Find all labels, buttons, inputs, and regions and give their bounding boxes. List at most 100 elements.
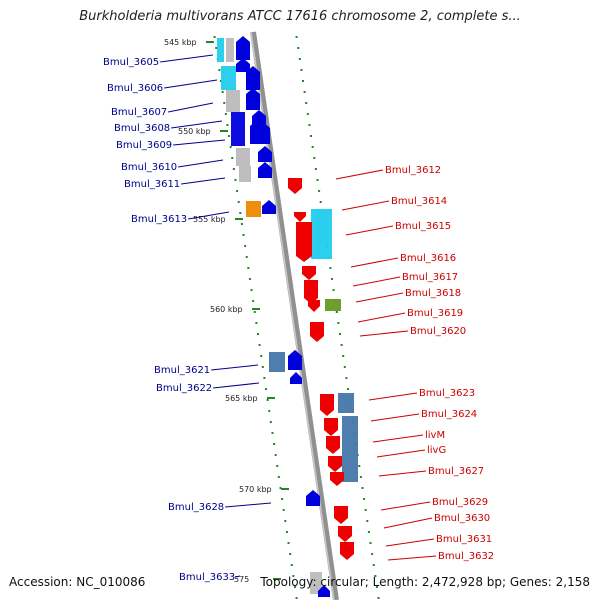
- reverse-gene-arrow[interactable]: [320, 394, 334, 416]
- left-gene-label[interactable]: Bmul_3605: [103, 57, 159, 68]
- right-gene-label[interactable]: livG: [427, 445, 446, 456]
- tick-marks: 545 kbp 550 kbp 555 kbp 560 kbp 565 kbp 570 k…: [164, 38, 289, 584]
- feature-block[interactable]: [269, 352, 285, 372]
- leader-line: [357, 312, 406, 323]
- leader-line: [370, 413, 420, 422]
- right-gene-label[interactable]: Bmul_3629: [432, 497, 488, 508]
- leader-line: [368, 392, 418, 401]
- forward-gene-arrow[interactable]: [290, 372, 302, 384]
- reverse-gene-arrow[interactable]: [326, 436, 340, 454]
- forward-gene-arrow[interactable]: [256, 122, 270, 144]
- forward-gene-arrow[interactable]: [252, 110, 266, 124]
- right-gene-label[interactable]: livM: [425, 430, 445, 441]
- feature-block[interactable]: [342, 416, 358, 482]
- right-gene-label[interactable]: Bmul_3631: [436, 534, 492, 545]
- reverse-gene-arrow[interactable]: [302, 266, 316, 280]
- reverse-gene-arrow[interactable]: [296, 222, 312, 262]
- left-gene-label[interactable]: Bmul_3622: [156, 383, 212, 394]
- right-gene-label[interactable]: Bmul_3624: [421, 409, 477, 420]
- reverse-gene-arrow[interactable]: [334, 506, 348, 524]
- reverse-gene-arrow[interactable]: [308, 300, 320, 312]
- reverse-gene-arrow[interactable]: [324, 418, 338, 436]
- right-gene-label[interactable]: Bmul_3627: [428, 466, 484, 477]
- forward-gene-arrow[interactable]: [258, 146, 272, 162]
- feature-block[interactable]: [221, 66, 236, 90]
- leader-line: [387, 555, 437, 561]
- forward-gene-arrow[interactable]: [236, 58, 250, 72]
- forward-gene-arrow[interactable]: [288, 350, 302, 370]
- feature-block[interactable]: [338, 393, 354, 413]
- right-gene-label[interactable]: Bmul_3616: [400, 253, 456, 264]
- feature-block[interactable]: [310, 572, 322, 594]
- tick-label: 575: [234, 575, 249, 584]
- left-gene-label[interactable]: Bmul_3621: [154, 365, 210, 376]
- feature-block[interactable]: [226, 90, 240, 112]
- reverse-gene-arrow[interactable]: [340, 542, 354, 560]
- feature-block[interactable]: [311, 209, 319, 259]
- right-gene-label[interactable]: Bmul_3618: [405, 288, 461, 299]
- tick-label: 565 kbp: [225, 394, 258, 403]
- right-gene-label[interactable]: Bmul_3630: [434, 513, 490, 524]
- right-gene-label[interactable]: Bmul_3617: [402, 272, 458, 283]
- feature-block[interactable]: [239, 166, 251, 182]
- left-gene-label[interactable]: Bmul_3628: [168, 502, 224, 513]
- leader-line: [345, 225, 394, 236]
- reverse-gene-arrow[interactable]: [304, 280, 318, 304]
- right-gene-label[interactable]: Bmul_3620: [410, 326, 466, 337]
- right-gene-label[interactable]: Bmul_3615: [395, 221, 451, 232]
- leader-line: [385, 538, 435, 547]
- leader-line: [171, 120, 223, 129]
- forward-gene-arrow[interactable]: [318, 585, 330, 597]
- reverse-gene-arrow[interactable]: [338, 526, 352, 542]
- right-gene-label[interactable]: Bmul_3619: [407, 308, 463, 319]
- forward-gene-arrow[interactable]: [262, 200, 276, 214]
- leader-line: [335, 169, 384, 180]
- left-gene-label[interactable]: Bmul_3606: [107, 83, 163, 94]
- leader-line: [178, 159, 224, 168]
- reverse-gene-arrow[interactable]: [330, 472, 344, 486]
- right-gene-label[interactable]: Bmul_3632: [438, 551, 494, 562]
- forward-gene-arrow[interactable]: [258, 162, 272, 178]
- feature-block[interactable]: [231, 112, 245, 146]
- right-gene-label[interactable]: Bmul_3614: [391, 196, 447, 207]
- left-gene-label[interactable]: Bmul_3611: [124, 179, 180, 190]
- reverse-gene-arrow[interactable]: [328, 456, 342, 472]
- feature-block[interactable]: [217, 38, 224, 62]
- gene-labels: Bmul_3605 Bmul_3606 Bmul_3607 Bmul_3608 Bmul…: [103, 54, 494, 583]
- left-gene-label[interactable]: Bmul_3610: [121, 162, 177, 173]
- forward-gene-arrow[interactable]: [246, 66, 260, 90]
- reverse-gene-arrow[interactable]: [310, 322, 324, 342]
- reverse-gene-arrow[interactable]: [288, 178, 302, 194]
- leader-line: [359, 330, 409, 337]
- leader-line: [211, 364, 259, 371]
- tick-label: 555 kbp: [193, 215, 226, 224]
- feature-block[interactable]: [325, 299, 341, 311]
- left-gene-label[interactable]: Bmul_3613: [131, 214, 187, 225]
- leader-line: [236, 575, 241, 578]
- accession-text: Accession: NC_010086: [9, 575, 146, 589]
- leader-line: [341, 200, 390, 211]
- leader-line: [378, 470, 427, 477]
- leader-line: [352, 276, 401, 287]
- forward-gene-arrow[interactable]: [236, 36, 250, 60]
- leader-line: [380, 501, 431, 511]
- feature-block[interactable]: [246, 201, 261, 217]
- tick-label: 560 kbp: [210, 305, 243, 314]
- features: [217, 38, 358, 594]
- left-gene-label[interactable]: Bmul_3609: [116, 140, 172, 151]
- reverse-gene-arrow[interactable]: [294, 212, 306, 222]
- left-gene-label[interactable]: Bmul_3608: [114, 123, 170, 134]
- left-gene-label[interactable]: Bmul_3633: [179, 572, 235, 583]
- right-gene-label[interactable]: Bmul_3623: [419, 388, 475, 399]
- left-gene-label[interactable]: Bmul_3607: [111, 107, 167, 118]
- feature-block[interactable]: [236, 148, 250, 166]
- tick-label: 545 kbp: [164, 38, 197, 47]
- forward-gene-arrow[interactable]: [246, 88, 260, 110]
- leader-line: [173, 139, 226, 146]
- right-gene-label[interactable]: Bmul_3612: [385, 165, 441, 176]
- feature-block[interactable]: [318, 209, 332, 259]
- forward-gene-arrow[interactable]: [306, 490, 320, 506]
- feature-block[interactable]: [226, 38, 234, 62]
